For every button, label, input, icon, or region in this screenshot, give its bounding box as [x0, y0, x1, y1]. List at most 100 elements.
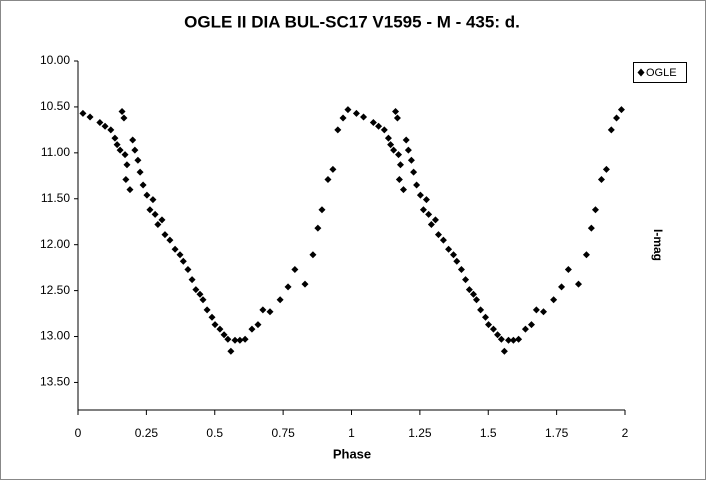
data-point [539, 308, 547, 316]
data-point [360, 113, 368, 121]
data-point [465, 286, 473, 294]
data-point [521, 325, 529, 333]
data-point [161, 231, 169, 239]
data-point [384, 134, 392, 142]
data-point [445, 245, 453, 253]
data-point [489, 325, 497, 333]
data-point [607, 126, 615, 134]
data-point [402, 136, 410, 144]
data-point [462, 276, 470, 284]
data-point [188, 276, 196, 284]
data-point [166, 236, 174, 244]
data-point [515, 335, 523, 343]
data-point [472, 296, 480, 304]
x-tick-label: 1 [348, 426, 355, 440]
data-point [134, 156, 142, 164]
data-point [369, 119, 377, 127]
data-point [482, 313, 490, 321]
data-point [314, 224, 322, 232]
data-point [151, 210, 159, 218]
data-point [532, 306, 540, 314]
chart-title: OGLE II DIA BUL-SC17 V1595 - M - 435: d. [184, 12, 520, 31]
data-point [431, 216, 439, 224]
data-point [425, 210, 433, 218]
data-point [395, 175, 403, 183]
data-point [434, 231, 442, 239]
data-point [416, 191, 424, 199]
data-point [291, 265, 299, 273]
data-point [422, 196, 430, 204]
data-point [131, 146, 139, 154]
data-point [344, 106, 352, 114]
y-tick-label: 10.00 [40, 53, 70, 67]
data-point [469, 290, 477, 298]
legend-box [633, 62, 687, 83]
y-tick-label: 13.00 [40, 329, 70, 343]
x-tick-label: 0.25 [135, 426, 159, 440]
data-point [399, 186, 407, 194]
data-point [396, 161, 404, 169]
data-point [575, 280, 583, 288]
y-tick-label: 11.00 [41, 145, 70, 159]
data-point [146, 206, 154, 214]
data-point [419, 206, 427, 214]
data-point [509, 336, 517, 344]
data-point [500, 347, 508, 355]
data-point [494, 331, 502, 339]
data-point [324, 175, 332, 183]
data-point [129, 136, 137, 144]
data-point [591, 206, 599, 214]
data-point [439, 236, 447, 244]
data-point [111, 134, 119, 142]
y-tick-label: 11.50 [41, 191, 70, 205]
data-point [176, 251, 184, 259]
data-point [171, 245, 179, 253]
data-point [413, 181, 421, 189]
data-point [116, 146, 124, 154]
data-point [375, 122, 383, 130]
data-point [334, 126, 342, 134]
data-point [504, 336, 512, 344]
data-point [184, 265, 192, 273]
x-tick-label: 0 [75, 426, 82, 440]
data-point [101, 122, 109, 130]
data-point [587, 224, 595, 232]
data-point [450, 251, 458, 259]
data-point [582, 251, 590, 259]
data-point [613, 114, 621, 122]
data-point [387, 141, 395, 149]
y-axis-label: I-mag [651, 229, 665, 261]
data-point [86, 113, 94, 121]
data-point [301, 280, 309, 288]
data-point [309, 251, 317, 259]
data-point [407, 156, 415, 164]
data-point [220, 331, 228, 339]
data-point [196, 290, 204, 298]
data-point [248, 325, 256, 333]
data-point [79, 109, 87, 117]
data-point [149, 196, 157, 204]
data-point [123, 161, 131, 169]
data-point [339, 114, 347, 122]
data-point [211, 321, 219, 329]
data-point [241, 335, 249, 343]
data-point [427, 220, 435, 228]
y-tick-label: 10.50 [40, 99, 70, 113]
data-point [380, 126, 388, 134]
data-point [224, 335, 232, 343]
data-point [236, 336, 244, 344]
data-point [231, 336, 239, 344]
data-point [121, 151, 129, 159]
data-point [453, 257, 461, 265]
x-tick-label: 1.5 [480, 426, 497, 440]
data-point [216, 325, 224, 333]
data-point [393, 114, 401, 122]
data-point [617, 106, 625, 114]
data-point [227, 347, 235, 355]
legend-label: OGLE [646, 67, 677, 79]
data-point [318, 206, 326, 214]
data-point [126, 186, 134, 194]
data-point [158, 216, 166, 224]
data-point [410, 168, 418, 176]
